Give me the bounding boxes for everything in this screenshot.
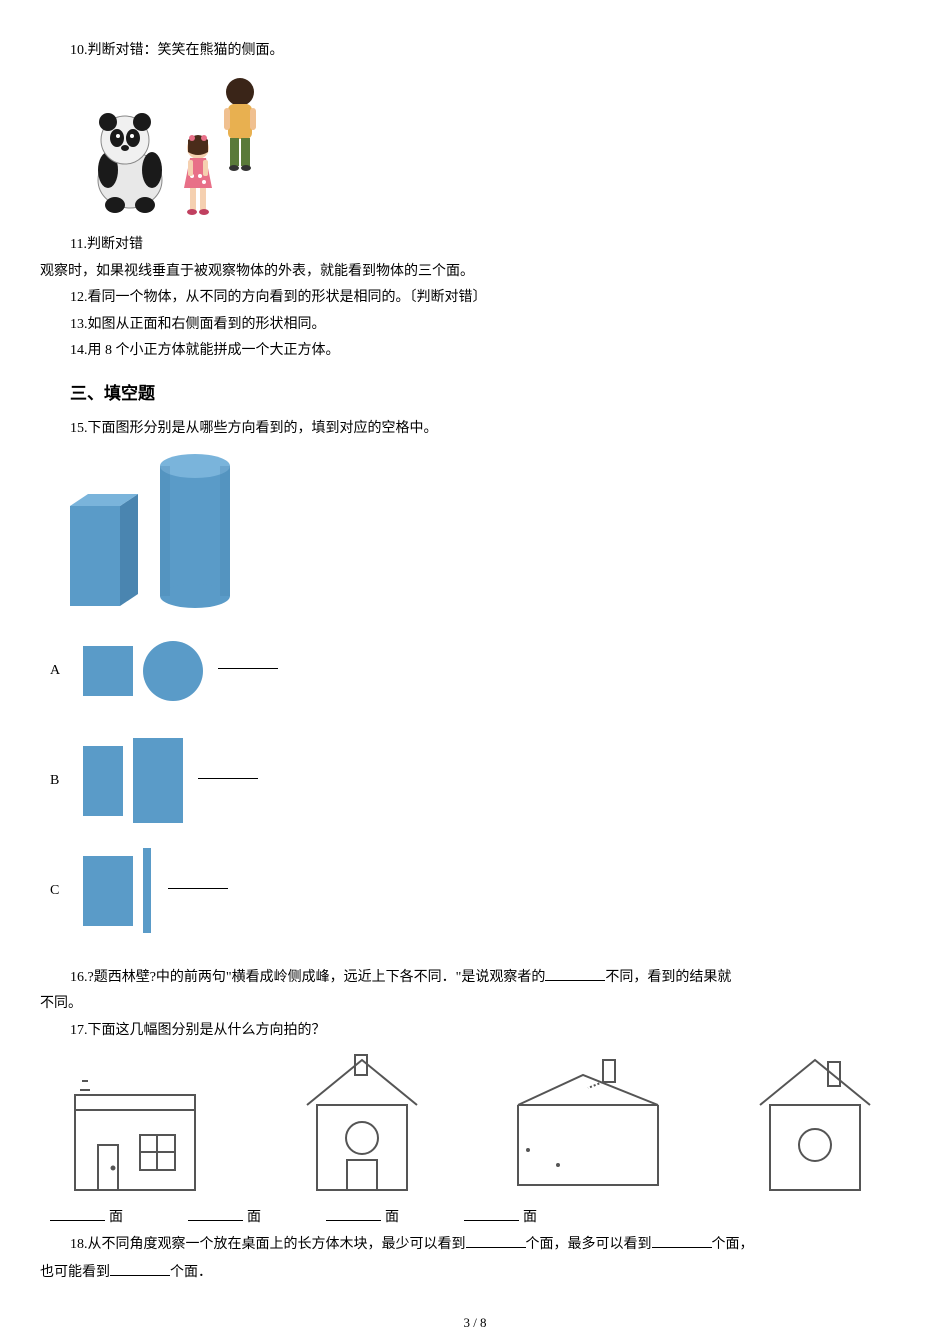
q16-line2-text: 不同。 [40, 996, 82, 1011]
q16-suffix: 不同，看到的结果就 [605, 970, 731, 985]
q18-line2a: 也可能看到 [40, 1265, 110, 1280]
page-number: 3 / 8 [0, 1313, 950, 1334]
face-text-3: 面 [385, 1207, 399, 1229]
question-18-line2: 也可能看到 个面． [40, 1261, 910, 1284]
view-a-shape-1 [78, 641, 138, 701]
question-17: 17.下面这几幅图分别是从什么方向拍的？ [40, 1020, 910, 1042]
view-row-c: C [50, 846, 910, 936]
house-1 [50, 1050, 220, 1200]
view-row-a: A [50, 626, 910, 716]
face-blank-1[interactable] [50, 1206, 105, 1221]
view-label-c: C [50, 880, 70, 902]
question-16: 16.?题西林壁?中的前两句"横看成岭侧成峰，远近上下各不同．"是说观察者的 不同… [40, 966, 910, 989]
view-a-blank[interactable] [218, 668, 278, 669]
section-3-title-text: 三、填空题 [70, 384, 155, 403]
house-3 [503, 1050, 673, 1200]
view-label-b: B [50, 770, 70, 792]
cylinder-icon [160, 454, 230, 608]
view-a-shape-2 [138, 636, 208, 706]
q11-line2-text: 观察时，如果视线垂直于被观察物体的外表，就能看到物体的三个面。 [40, 264, 474, 279]
question-18: 18.从不同角度观察一个放在桌面上的长方体木块，最少可以看到 个面，最多可以看到 个… [40, 1233, 910, 1256]
q18-t1: 18.从不同角度观察一个放在桌面上的长方体木块，最少可以看到 [70, 1237, 466, 1252]
q14-text: 14.用 8 个小正方体就能拼成一个大正方体。 [70, 343, 340, 358]
face-label-2: 面 [188, 1206, 261, 1229]
page-number-text: 3 / 8 [463, 1315, 486, 1330]
view-row-b: B [50, 736, 910, 826]
question-11: 11.判断对错 [40, 234, 910, 256]
view-c-blank[interactable] [168, 888, 228, 889]
face-blank-4[interactable] [464, 1206, 519, 1221]
view-label-a: A [50, 660, 70, 682]
q11-line1: 11.判断对错 [70, 237, 143, 252]
face-label-3: 面 [326, 1206, 399, 1229]
boy-icon [224, 78, 256, 171]
q10-text: 10.判断对错：笑笑在熊猫的侧面。 [70, 43, 284, 58]
view-c-shape-2 [138, 843, 158, 938]
panda-icon [98, 113, 162, 213]
section-3-title: 三、填空题 [40, 380, 910, 407]
view-b-shape-2 [128, 733, 188, 828]
girl-icon [184, 135, 212, 215]
question-15: 15.下面图形分别是从哪些方向看到的，填到对应的空格中。 [40, 418, 910, 440]
question-13: 13.如图从正面和右侧面看到的形状相同。 [40, 314, 910, 336]
shapes-3d [50, 446, 270, 606]
question-12: 12.看同一个物体，从不同的方向看到的形状是相同的。〔判断对错〕 [40, 287, 910, 309]
houses-row [50, 1050, 900, 1200]
q18-t3: 个面， [712, 1237, 754, 1252]
question-14: 14.用 8 个小正方体就能拼成一个大正方体。 [40, 340, 910, 362]
cuboid-icon [70, 494, 138, 606]
q16-blank[interactable] [545, 966, 605, 981]
q18-blank-1[interactable] [466, 1233, 526, 1248]
face-text-2: 面 [247, 1207, 261, 1229]
view-b-shape-1 [78, 736, 128, 826]
question-10: 10.判断对错：笑笑在熊猫的侧面。 [40, 40, 910, 62]
face-text-4: 面 [523, 1207, 537, 1229]
face-text-1: 面 [109, 1207, 123, 1229]
question-16-line2: 不同。 [40, 993, 910, 1015]
house-2 [277, 1050, 447, 1200]
view-b-blank[interactable] [198, 778, 258, 779]
face-label-1: 面 [50, 1206, 123, 1229]
face-blank-3[interactable] [326, 1206, 381, 1221]
q12-text: 12.看同一个物体，从不同的方向看到的形状是相同的。〔判断对错〕 [70, 290, 487, 305]
face-label-4: 面 [464, 1206, 537, 1229]
q16-prefix: 16.?题西林壁?中的前两句"横看成岭侧成峰，远近上下各不同．"是说观察者的 [70, 970, 545, 985]
q18-line2b: 个面． [170, 1265, 212, 1280]
face-labels: 面 面 面 面 [50, 1206, 910, 1229]
panda-scene [80, 70, 280, 220]
q17-text: 17.下面这几幅图分别是从什么方向拍的？ [70, 1023, 326, 1038]
face-blank-2[interactable] [188, 1206, 243, 1221]
q18-t2: 个面，最多可以看到 [526, 1237, 652, 1252]
view-c-shape-1 [78, 846, 138, 936]
q18-blank-3[interactable] [110, 1261, 170, 1276]
question-11-line2: 观察时，如果视线垂直于被观察物体的外表，就能看到物体的三个面。 [40, 261, 910, 283]
q18-blank-2[interactable] [652, 1233, 712, 1248]
q15-text: 15.下面图形分别是从哪些方向看到的，填到对应的空格中。 [70, 421, 438, 436]
house-4 [730, 1050, 900, 1200]
q13-text: 13.如图从正面和右侧面看到的形状相同。 [70, 317, 326, 332]
